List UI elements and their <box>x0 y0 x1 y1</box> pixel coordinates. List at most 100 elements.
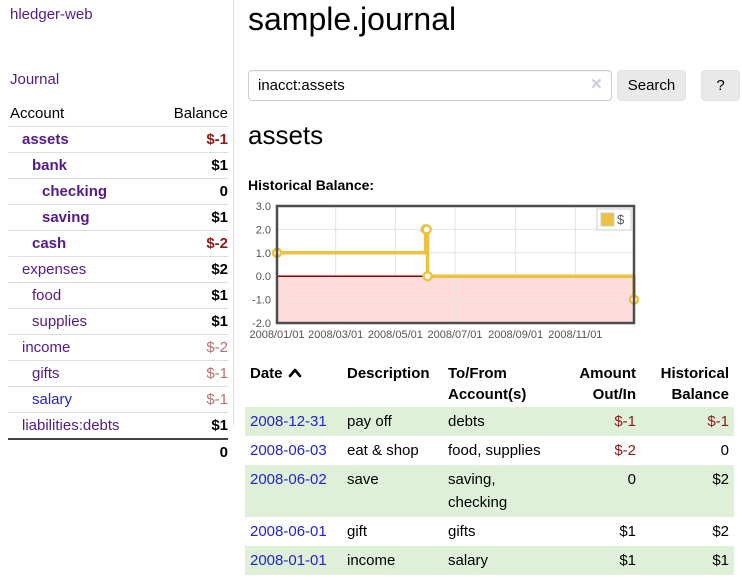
account-page-title: assets <box>248 120 324 150</box>
historical-balance-chart: $3.0 2.0 1.0 0.0 -1.0 -2.0 2008/01/01 2008/03/0… <box>246 200 642 346</box>
search-button[interactable]: Search <box>617 70 686 101</box>
transaction-date-link[interactable]: 2008-06-03 <box>250 442 327 459</box>
transaction-balance: $-1 <box>707 413 729 430</box>
transaction-description: gift <box>347 523 368 540</box>
account-row: saving $1 <box>8 204 228 231</box>
account-row: gifts $-1 <box>8 360 228 387</box>
y-axis-tick-label: 2.0 <box>256 224 271 236</box>
y-axis-tick-label: 3.0 <box>256 201 271 213</box>
balance-column-header: Balance <box>154 102 228 127</box>
help-button[interactable]: ? <box>701 70 740 101</box>
transaction-description: pay off <box>347 413 392 430</box>
account-column-header: Account <box>8 102 155 127</box>
x-axis-tick-label: 2008/01/01 <box>249 329 304 341</box>
transaction-amount: 0 <box>627 471 636 488</box>
account-link[interactable]: liabilities:debts <box>22 417 120 434</box>
transaction-balance: $2 <box>712 523 729 540</box>
transaction-balance: $2 <box>712 471 729 488</box>
account-balance: $-2 <box>154 230 228 257</box>
search-input[interactable] <box>248 70 612 101</box>
accounts-table: Account Balance assets $-1 bank $1 checking 0… <box>8 102 228 465</box>
register-column-header: Description <box>347 365 430 382</box>
transaction-accounts: debts <box>448 413 485 430</box>
app-brand-link[interactable]: hledger-web <box>10 6 93 23</box>
account-link[interactable]: expenses <box>22 261 87 278</box>
account-row: cash $-2 <box>8 230 228 257</box>
account-link[interactable]: income <box>22 339 71 356</box>
legend-swatch <box>600 212 615 227</box>
x-axis-tick-label: 2008/03/01 <box>308 329 363 341</box>
transaction-balance: $1 <box>712 552 729 569</box>
x-axis-tick-label: 2008/09/01 <box>488 329 543 341</box>
transaction-balance: 0 <box>720 442 729 459</box>
sort-asc-icon <box>288 368 301 378</box>
y-axis-tick-label: -1.0 <box>252 295 271 307</box>
y-axis-tick-label: -2.0 <box>252 318 271 330</box>
account-balance: $1 <box>154 308 228 335</box>
register-row: 2008-12-31 pay off debts $-1 $-1 <box>245 407 734 436</box>
transaction-amount: $1 <box>619 552 636 569</box>
register-row: 2008-01-01 income salary $1 $1 <box>245 546 734 575</box>
x-axis-tick-label: 2008/05/01 <box>368 329 423 341</box>
transaction-date-link[interactable]: 2008-12-31 <box>250 413 327 430</box>
account-link[interactable]: cash <box>32 235 67 252</box>
register-column-header: Historical Balance <box>660 365 729 403</box>
register-row: 2008-06-01 gift gifts $1 $2 <box>245 517 734 546</box>
register-column-header: Date <box>245 361 342 407</box>
transaction-date-link[interactable]: 2008-01-01 <box>250 552 327 569</box>
account-balance: $2 <box>154 256 228 283</box>
account-link[interactable]: gifts <box>32 365 60 382</box>
transaction-date-link[interactable]: 2008-06-01 <box>250 523 327 540</box>
legend-label: $ <box>617 212 625 227</box>
account-balance: $1 <box>154 412 228 440</box>
y-axis-tick-label: 0.0 <box>256 271 271 283</box>
register-row: 2008-06-02 save saving, checking 0 $2 <box>245 465 734 517</box>
accounts-total-value: 0 <box>154 438 228 465</box>
transaction-amount: $1 <box>619 523 636 540</box>
account-row: supplies $1 <box>8 308 228 335</box>
account-row: liabilities:debts $1 <box>8 412 228 440</box>
accounts-total-row: 0 <box>8 438 228 465</box>
register-row: 2008-06-03 eat & shop food, supplies $-2 0 <box>245 436 734 465</box>
clear-search-icon[interactable]: × <box>590 74 602 95</box>
x-axis-tick-label: 2008/07/01 <box>427 329 482 341</box>
account-row: income $-2 <box>8 334 228 361</box>
account-link[interactable]: bank <box>32 157 68 174</box>
transaction-accounts: salary <box>448 552 489 569</box>
search-bar: × Search ? <box>248 70 740 101</box>
account-balance: $-1 <box>154 126 228 153</box>
account-link[interactable]: supplies <box>32 313 88 330</box>
y-axis-tick-label: 1.0 <box>256 248 271 260</box>
account-row: salary $-1 <box>8 386 228 413</box>
account-row: food $1 <box>8 282 228 309</box>
account-row: bank $1 <box>8 152 228 179</box>
transaction-date-link[interactable]: 2008-06-02 <box>250 471 327 488</box>
account-balance: $-1 <box>154 360 228 387</box>
account-balance: $1 <box>154 152 228 179</box>
register-table: Date Description To/From Account(s) Amount … <box>245 361 734 575</box>
account-balance: $-2 <box>154 334 228 361</box>
sidebar-item-journal[interactable]: Journal <box>10 71 60 88</box>
register-column-header: To/From Account(s) <box>448 365 527 403</box>
transaction-description: eat & shop <box>347 442 419 459</box>
main-content: sample.journal × Search ? assets Histori… <box>245 0 742 582</box>
register-header-row: Date Description To/From Account(s) Amount … <box>245 361 734 407</box>
transaction-accounts: gifts <box>448 523 476 540</box>
account-balance: $1 <box>154 282 228 309</box>
transaction-amount: $-2 <box>614 442 636 459</box>
transaction-description: save <box>347 471 379 488</box>
data-point-marker <box>422 270 433 282</box>
account-link[interactable]: food <box>32 287 62 304</box>
account-link[interactable]: saving <box>42 209 90 226</box>
account-link[interactable]: assets <box>22 131 69 148</box>
account-row: assets $-1 <box>8 126 228 153</box>
account-link[interactable]: salary <box>32 391 73 408</box>
account-balance: $1 <box>154 204 228 231</box>
transaction-description: income <box>347 552 396 569</box>
page-title: sample.journal <box>248 1 457 37</box>
accounts-header-row: Account Balance <box>8 102 228 127</box>
transaction-accounts: food, supplies <box>448 442 541 459</box>
account-link[interactable]: checking <box>42 183 108 200</box>
account-row: checking 0 <box>8 178 228 205</box>
